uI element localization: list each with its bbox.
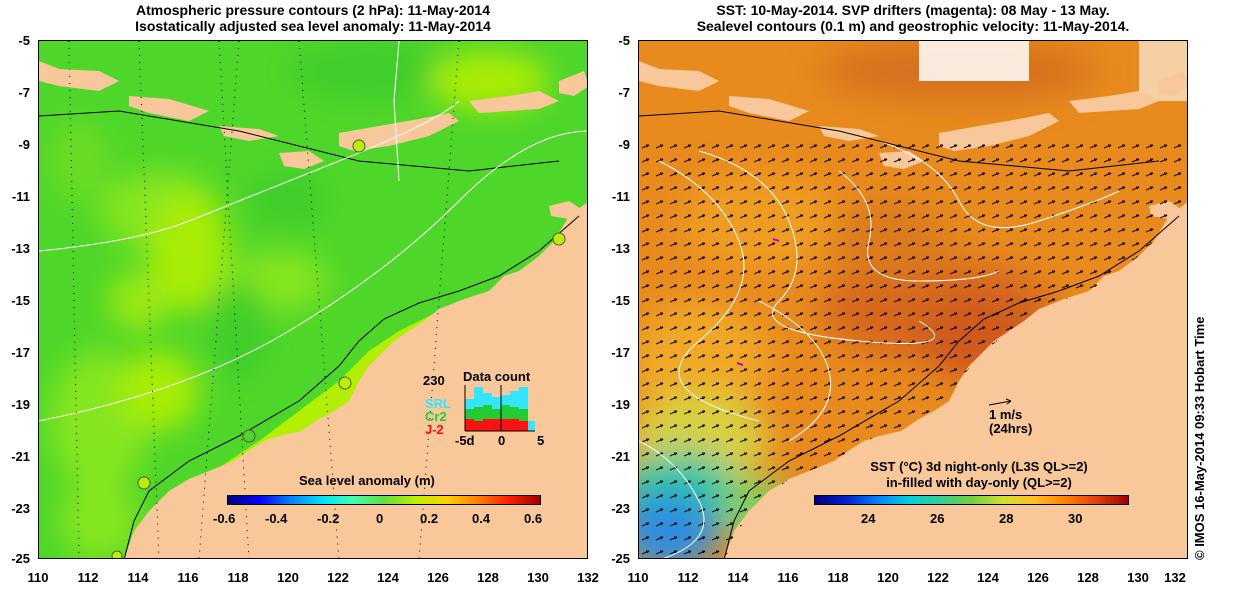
x-tick: 114 (127, 570, 149, 585)
y-tick: -11 (11, 189, 30, 204)
sla-colorbar-label: Sea level anomaly (m) (299, 473, 435, 488)
x-tick: 114 (727, 570, 749, 585)
x-tick: 118 (827, 570, 849, 585)
y-tick: -25 (611, 551, 630, 566)
inset-bar-chart (464, 385, 535, 432)
sst-tick: 30 (1068, 511, 1083, 526)
credit-text: © IMOS 16-May-2014 09:33 Hobart Time (1192, 316, 1207, 560)
sla-tick: 0.2 (420, 511, 439, 526)
inset-ymax: 230 (423, 373, 445, 388)
x-tick: 112 (677, 570, 699, 585)
x-tick: 120 (277, 570, 299, 585)
x-tick: 118 (227, 570, 249, 585)
y-tick: -15 (611, 293, 630, 308)
sst-map-graphic (639, 41, 1187, 558)
inset-title: Data count (463, 369, 531, 384)
sla-tick: 0 (376, 511, 384, 526)
inset-legend-j2: J-2 (425, 422, 444, 437)
sla-tick: -0.2 (317, 511, 340, 526)
left-title: Atmospheric pressure contours (2 hPa): 1… (38, 2, 588, 34)
x-tick: 116 (777, 570, 799, 585)
x-tick: 110 (627, 570, 649, 585)
left-title-line1: Atmospheric pressure contours (2 hPa): 1… (135, 2, 490, 18)
y-tick: -5 (618, 33, 630, 48)
y-tick: -19 (11, 397, 30, 412)
x-tick: 130 (527, 570, 549, 585)
y-tick: -21 (611, 449, 630, 464)
sla-tick: 0.4 (472, 511, 491, 526)
y-tick: -7 (618, 85, 630, 100)
sst-tick: 28 (999, 511, 1014, 526)
y-tick: -23 (611, 501, 630, 516)
sst-colorbar-label-line2: in-filled with day-only (QL>=2) (886, 475, 1072, 490)
right-title-line2: Sealevel contours (0.1 m) and geostrophi… (696, 18, 1130, 34)
y-tick: -23 (11, 501, 30, 516)
sst-colorbar (814, 495, 1129, 505)
sla-tick: -0.6 (213, 511, 236, 526)
sla-tick: -0.4 (265, 511, 288, 526)
x-tick: 132 (1164, 570, 1186, 585)
y-tick: -17 (11, 345, 30, 360)
y-tick: -21 (11, 449, 30, 464)
sst-tick: 26 (930, 511, 945, 526)
sst-map: 1 m/s (24hrs) SST (°C) 3d night-only (L3… (638, 40, 1188, 559)
inset-legend-srl: SRL (425, 396, 451, 411)
x-tick: 110 (27, 570, 49, 585)
y-tick: -25 (11, 551, 30, 566)
left-title-line2: Isostatically adjusted sea level anomaly… (135, 18, 491, 34)
x-tick: 116 (177, 570, 199, 585)
sla-colorbar (227, 495, 541, 505)
y-tick: -5 (18, 33, 30, 48)
y-tick: -7 (18, 85, 30, 100)
y-tick: -17 (611, 345, 630, 360)
x-tick: 130 (1127, 570, 1149, 585)
velocity-scale-label: 1 m/s (989, 407, 1023, 422)
data-count-inset: Data count 230 SRL Cr2 J-2 -5d 0 5 (419, 369, 549, 459)
x-tick: 122 (927, 570, 949, 585)
sst-colorbar-label-line1: SST (°C) 3d night-only (L3S QL>=2) (870, 459, 1088, 474)
x-tick: 126 (1027, 570, 1049, 585)
inset-xtick-5: 5 (537, 433, 545, 448)
inset-legend-cr2: Cr2 (425, 409, 447, 424)
sea-level-map-graphic (39, 41, 587, 558)
right-title: SST: 10-May-2014. SVP drifters (magenta)… (638, 2, 1188, 34)
x-tick: 128 (477, 570, 499, 585)
x-tick: 122 (327, 570, 349, 585)
y-tick: -11 (611, 189, 630, 204)
y-tick: -13 (11, 241, 30, 256)
y-tick: -13 (611, 241, 630, 256)
sea-level-map: Data count 230 SRL Cr2 J-2 -5d 0 5 Sea l (38, 40, 588, 559)
sst-colorbar-ticks: 24 26 28 30 (814, 511, 1134, 527)
x-tick: 124 (377, 570, 399, 585)
x-tick: 126 (427, 570, 449, 585)
inset-xtick-minus5: -5d (455, 433, 475, 448)
x-tick: 132 (577, 570, 599, 585)
x-tick: 128 (1077, 570, 1099, 585)
inset-xtick-0: 0 (498, 433, 506, 448)
sst-tick: 24 (861, 511, 876, 526)
x-tick: 124 (977, 570, 999, 585)
y-tick: -19 (611, 397, 630, 412)
y-tick: -9 (618, 137, 630, 152)
y-tick: -15 (11, 293, 30, 308)
sst-colorbar-label: SST (°C) 3d night-only (L3S QL>=2) in-fi… (809, 459, 1149, 491)
sla-colorbar-ticks: -0.6 -0.4 -0.2 0 0.2 0.4 0.6 (209, 511, 559, 527)
sla-tick: 0.6 (524, 511, 543, 526)
right-title-line1: SST: 10-May-2014. SVP drifters (magenta)… (716, 2, 1110, 18)
x-tick: 120 (877, 570, 899, 585)
x-tick: 112 (77, 570, 99, 585)
y-tick: -9 (18, 137, 30, 152)
velocity-scale-sublabel: (24hrs) (989, 421, 1033, 436)
